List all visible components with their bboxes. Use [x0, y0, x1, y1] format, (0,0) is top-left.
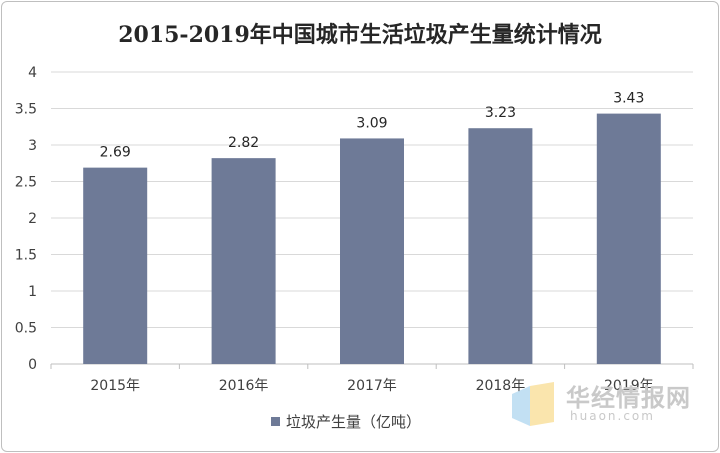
- bar: [211, 158, 276, 364]
- watermark-name: 华经情报网: [566, 384, 691, 412]
- legend-label: 垃圾产生量（亿吨）: [286, 413, 422, 431]
- y-tick-label: 4: [28, 65, 37, 81]
- watermark: 华经情报网 huaon.com: [512, 378, 702, 426]
- bar: [83, 167, 148, 364]
- bar: [468, 128, 533, 364]
- x-tick-label: 2017年: [347, 378, 397, 394]
- bar: [340, 138, 404, 364]
- y-tick-label: 0: [28, 357, 37, 373]
- y-tick-label: 2.5: [15, 175, 37, 191]
- data-label: 3.09: [356, 115, 387, 131]
- y-tick-label: 2: [28, 211, 37, 227]
- y-tick-label: 1: [28, 284, 37, 300]
- y-tick-label: 3: [28, 138, 37, 154]
- data-label: 3.43: [613, 91, 644, 107]
- data-label: 3.23: [485, 105, 516, 121]
- data-label: 2.69: [100, 145, 131, 161]
- watermark-domain: huaon.com: [570, 409, 655, 423]
- chart-title: 2015-2019年中国城市生活垃圾产生量统计情况: [118, 22, 602, 48]
- y-tick-label: 1.5: [15, 248, 37, 264]
- legend: 垃圾产生量（亿吨）: [271, 411, 421, 432]
- data-label: 2.82: [228, 135, 259, 151]
- x-tick-label: 2019年: [604, 378, 654, 394]
- watermark-logo-icon: [512, 382, 554, 426]
- bar: [596, 113, 661, 364]
- x-tick-label: 2015年: [90, 378, 140, 394]
- x-tick-label: 2018年: [476, 378, 526, 394]
- y-tick-label: 3.5: [15, 102, 37, 118]
- y-tick-label: 0.5: [15, 321, 37, 337]
- x-tick-label: 2016年: [219, 378, 269, 394]
- legend-swatch: [271, 417, 280, 426]
